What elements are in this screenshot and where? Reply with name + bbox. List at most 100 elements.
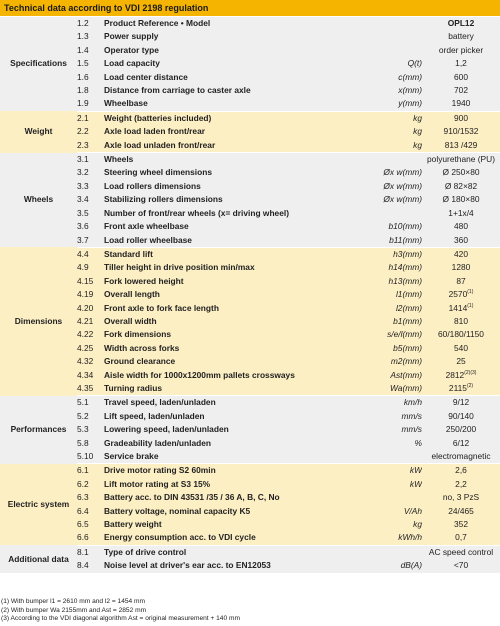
row-unit: mm/s xyxy=(401,410,422,421)
row-value-cell: 250/200 xyxy=(422,423,500,436)
table-row: Additional data 8.1 Type of drive control A… xyxy=(0,545,500,564)
row-label: Battery weight xyxy=(104,519,162,530)
table-row: 8.4 Noise level at driver's ear acc. to E… xyxy=(0,559,500,574)
row-unit: V/Ah xyxy=(403,505,422,516)
row-unit: Wa(mm) xyxy=(334,381,422,397)
row-label: Lowering speed, laden/unladen xyxy=(104,424,229,435)
row-value: 352 xyxy=(454,519,468,530)
row-number: 4.22 xyxy=(77,329,94,340)
row-value-cell: 702 xyxy=(422,84,500,97)
table-row: Performances 5.1 Travel speed, laden/unlad… xyxy=(0,395,500,434)
row-label: Ground clearance xyxy=(104,356,176,367)
section-name: Wheels xyxy=(23,194,54,205)
row-number: 3.2 xyxy=(77,167,89,178)
row-label: Aisle width for 1000x1200mm pallets cros… xyxy=(104,369,295,380)
row-value: 420 xyxy=(454,248,468,259)
table-row: 1.6 Load center distance c(mm) 600 xyxy=(0,70,500,85)
row-unit: kWh/h xyxy=(334,531,422,546)
row-value-cell: 352 xyxy=(422,518,500,531)
row-label: Drive motor rating S2 60min xyxy=(104,465,216,476)
row-number: 1.9 xyxy=(77,97,104,112)
row-value: 2115 xyxy=(448,382,467,393)
row-value: 60/180/1150 xyxy=(438,329,484,340)
row-label: Type of drive control xyxy=(104,546,187,557)
row-value-cell: Ø 82×82 xyxy=(422,180,500,193)
row-value-cell: order picker xyxy=(422,44,500,57)
row-unit: h14(mm) xyxy=(388,262,422,273)
row-value: 9/12 xyxy=(452,397,470,408)
row-unit xyxy=(334,545,422,559)
table-row: 6.5 Battery weight kg 352 xyxy=(0,518,500,532)
row-label: Weight (batteries included) xyxy=(104,112,212,123)
row-label: Wheels xyxy=(104,154,134,165)
row-label: Front axle wheelbase xyxy=(104,221,189,232)
table-row: 3.2 Steering wheel dimensions Øx w(mm) Ø 25… xyxy=(0,166,500,180)
row-unit: kg xyxy=(413,519,422,530)
row-value: 25 xyxy=(456,356,466,367)
row-unit: c(mm) xyxy=(398,71,422,82)
row-unit: h3(mm) xyxy=(393,248,422,259)
row-number: 1.8 xyxy=(77,85,89,96)
row-unit: km/h xyxy=(403,397,422,408)
row-value: 2570 xyxy=(448,289,468,300)
row-unit xyxy=(334,30,422,43)
row-unit: % xyxy=(414,437,422,448)
row-value-cell: no, 3 PzS xyxy=(422,491,500,504)
row-unit: kg xyxy=(413,126,422,137)
row-label: Load roller wheelbase xyxy=(104,233,334,248)
row-unit: m2(mm) xyxy=(390,356,422,367)
row-value: no, 3 PzS xyxy=(442,492,480,503)
row-number: 5.8 xyxy=(77,437,89,448)
row-number: 1.5 xyxy=(77,58,89,69)
row-value: 1,2 xyxy=(455,58,467,69)
row-value-cell: 2,2 xyxy=(422,478,500,491)
row-label: Load center distance xyxy=(104,71,188,82)
row-number: 4.4 xyxy=(77,248,89,259)
row-value-cell: 2115(2) xyxy=(422,381,500,397)
row-value-cell: AC speed control xyxy=(422,545,500,559)
section-name: Specifications xyxy=(10,58,67,69)
table-title-bar: Technical data according to VDI 2198 reg… xyxy=(0,0,500,16)
row-number: 5.1 xyxy=(77,397,89,408)
row-value-cell: 2570(1) xyxy=(422,288,500,301)
row-value: 87 xyxy=(456,275,466,286)
table-row: 5.3 Lowering speed, laden/unladen mm/s 250/… xyxy=(0,423,500,437)
row-value: 1940 xyxy=(451,98,471,109)
row-unit xyxy=(334,153,422,167)
row-value: 600 xyxy=(454,71,468,82)
row-label: Lift speed, laden/unladen xyxy=(104,410,205,421)
footnotes: (1) With bumper l1 = 2610 mm and l2 = 14… xyxy=(1,598,499,624)
row-unit: b10(mm) xyxy=(388,221,422,232)
row-value-cell: OPL12 xyxy=(422,17,500,30)
row-value-cell: 910/1532 xyxy=(422,125,500,138)
footnote-ref: (2) xyxy=(466,382,474,389)
row-number: 1.6 xyxy=(77,71,89,82)
row-unit: s/e/l(mm) xyxy=(387,329,422,340)
section-name: Additional data xyxy=(8,553,69,564)
row-value: AC speed control xyxy=(428,546,494,557)
row-label: Steering wheel dimensions xyxy=(104,167,212,178)
row-value-cell: 1940 xyxy=(422,97,500,112)
row-value: battery xyxy=(448,31,474,42)
footnote-ref: (2)(3) xyxy=(464,369,477,376)
row-value-cell: 900 xyxy=(422,111,500,125)
row-value-cell: 60/180/1150 xyxy=(422,328,500,341)
row-unit: Øx w(mm) xyxy=(383,180,422,191)
row-number: 6.4 xyxy=(77,505,89,516)
row-unit: Q(t) xyxy=(407,58,422,69)
row-number: 5.2 xyxy=(77,410,89,421)
row-value: 24/465 xyxy=(448,505,474,516)
row-unit: mm/s xyxy=(401,424,422,435)
row-label: Operator type xyxy=(104,44,159,55)
row-value-cell: 90/140 xyxy=(422,410,500,423)
row-value-cell: 1414(1) xyxy=(422,302,500,315)
row-value: <70 xyxy=(453,560,469,571)
table-row: 4.25 Width across forks b5(mm) 540 xyxy=(0,341,500,356)
row-number: 2.2 xyxy=(77,126,89,137)
row-value: 900 xyxy=(454,112,468,123)
row-number: 5.3 xyxy=(77,424,89,435)
table-row: 6.4 Battery voltage, nominal capacity K5 V… xyxy=(0,504,500,519)
row-value-cell: 360 xyxy=(422,233,500,248)
table-row: 5.8 Gradeability laden/unladen% 6/12 xyxy=(0,436,500,450)
table-row: 4.19 Overall length l1(mm) 2570(1) xyxy=(0,288,500,302)
